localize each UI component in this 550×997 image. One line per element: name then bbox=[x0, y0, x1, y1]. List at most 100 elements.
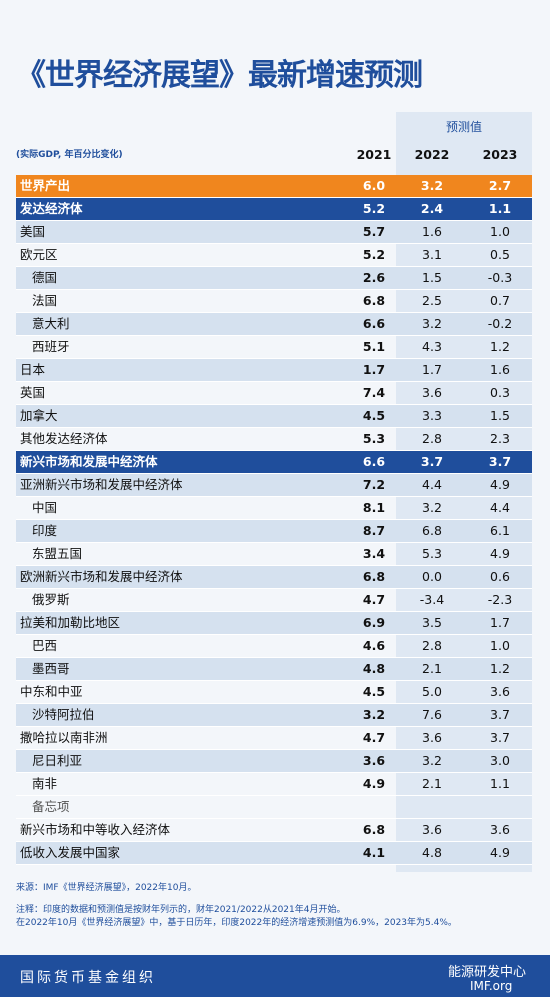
cell-value: 2.1 bbox=[422, 776, 442, 791]
cell-value: 2.1 bbox=[422, 661, 442, 676]
row-label: 巴西 bbox=[32, 638, 58, 653]
cell-value: 6.9 bbox=[362, 615, 386, 630]
cell-value: 6.8 bbox=[362, 822, 386, 837]
cell-value: 3.3 bbox=[422, 408, 442, 423]
row-label: 沙特阿拉伯 bbox=[32, 707, 95, 722]
cell-value: 3.6 bbox=[422, 385, 442, 400]
cell-value: 4.4 bbox=[490, 500, 510, 515]
table-row: 世界产出 6.0 3.2 2.7 bbox=[16, 175, 532, 198]
row-label: 欧洲新兴市场和发展中经济体 bbox=[20, 569, 183, 584]
cell-value: 1.1 bbox=[490, 776, 510, 791]
cell-value: 3.6 bbox=[422, 822, 442, 837]
cell-value: 1.7 bbox=[362, 362, 386, 377]
note: 注释：印度的数据和预测值是按财年列示的，财年2021/2022从2021年4月开… bbox=[16, 905, 346, 915]
cell-value: 5.2 bbox=[362, 201, 386, 216]
cell-value: 0.6 bbox=[490, 569, 510, 584]
cell-value: 4.7 bbox=[362, 730, 386, 745]
cell-value: 4.4 bbox=[422, 477, 442, 492]
table-row: 加拿大 4.5 3.3 1.5 bbox=[16, 405, 532, 428]
cell-value: 3.1 bbox=[422, 247, 442, 262]
table-row: 中东和中亚 4.5 5.0 3.6 bbox=[16, 681, 532, 704]
title: 《世界经济展望》最新增速预测 bbox=[16, 58, 423, 93]
cell-value: -0.2 bbox=[487, 316, 513, 331]
table-row: 欧洲新兴市场和发展中经济体 6.8 0.0 0.6 bbox=[16, 566, 532, 589]
row-label: 发达经济体 bbox=[20, 201, 83, 216]
row-label: 拉美和加勒比地区 bbox=[20, 615, 121, 630]
cell-value: 5.3 bbox=[362, 431, 386, 446]
cell-value: -3.4 bbox=[419, 592, 445, 607]
cell-value: 3.2 bbox=[420, 178, 444, 193]
cell-value: 6.6 bbox=[362, 454, 386, 469]
table-row: 备忘项 bbox=[16, 796, 532, 819]
cell-value: 1.7 bbox=[422, 362, 442, 377]
row-label: 撒哈拉以南非洲 bbox=[20, 730, 108, 745]
table-row: 美国 5.7 1.6 1.0 bbox=[16, 221, 532, 244]
cell-value: 3.6 bbox=[490, 822, 510, 837]
table-row: 德国 2.6 1.5 -0.3 bbox=[16, 267, 532, 290]
cell-value: 6.8 bbox=[362, 293, 386, 308]
cell-value: 4.7 bbox=[362, 592, 386, 607]
cell-value: 3.6 bbox=[490, 684, 510, 699]
cell-value: 0.7 bbox=[490, 293, 510, 308]
cell-value: 3.7 bbox=[488, 454, 512, 469]
cell-value: 3.5 bbox=[422, 615, 442, 630]
cell-value: 8.1 bbox=[362, 500, 386, 515]
table-row: 意大利 6.6 3.2 -0.2 bbox=[16, 313, 532, 336]
cell-value: 0.3 bbox=[490, 385, 510, 400]
cell-value: 1.1 bbox=[488, 201, 512, 216]
table-row: 撒哈拉以南非洲 4.7 3.6 3.7 bbox=[16, 727, 532, 750]
site: IMF.org bbox=[470, 979, 513, 993]
cell-value: 0.5 bbox=[490, 247, 510, 262]
note: 在2022年10月《世界经济展望》中，基于日历年，印度2022年的经济增速预测值… bbox=[16, 918, 457, 928]
watermark: 能源研发中心 bbox=[448, 965, 527, 980]
cell-value: 3.4 bbox=[362, 546, 386, 561]
row-label: 中国 bbox=[32, 500, 58, 515]
cell-value: 5.7 bbox=[362, 224, 386, 239]
row-label: 中东和中亚 bbox=[20, 684, 83, 699]
cell-value: 7.6 bbox=[422, 707, 442, 722]
cell-value: 6.1 bbox=[490, 523, 510, 538]
row-label: 西班牙 bbox=[32, 339, 70, 354]
cell-value: 8.7 bbox=[362, 523, 386, 538]
cell-value: 2.3 bbox=[490, 431, 510, 446]
col-header: 2023 bbox=[482, 147, 518, 162]
header-row: (实际GDP, 年百分比变化) 2021 2022 2023 bbox=[16, 144, 532, 166]
cell-value: 3.6 bbox=[362, 753, 386, 768]
cell-value: 7.2 bbox=[362, 477, 386, 492]
table-row: 欧元区 5.2 3.1 0.5 bbox=[16, 244, 532, 267]
table-row: 南非 4.9 2.1 1.1 bbox=[16, 773, 532, 796]
cell-value: 2.4 bbox=[420, 201, 444, 216]
row-label: 东盟五国 bbox=[32, 546, 83, 561]
cell-value: 7.4 bbox=[362, 385, 386, 400]
row-label: 加拿大 bbox=[20, 408, 58, 423]
cell-value: 4.6 bbox=[362, 638, 386, 653]
table-row: 印度 8.7 6.8 6.1 bbox=[16, 520, 532, 543]
table-row: 沙特阿拉伯 3.2 7.6 3.7 bbox=[16, 704, 532, 727]
table-row: 新兴市场和中等收入经济体 6.8 3.6 3.6 bbox=[16, 819, 532, 842]
row-label: 美国 bbox=[20, 224, 46, 239]
cell-value: 1.2 bbox=[490, 661, 510, 676]
col-header: 2022 bbox=[414, 147, 450, 162]
cell-value: 6.0 bbox=[362, 178, 386, 193]
row-label: 其他发达经济体 bbox=[20, 431, 108, 446]
cell-value: 2.5 bbox=[422, 293, 442, 308]
cell-value: 3.7 bbox=[490, 730, 510, 745]
cell-value: 2.8 bbox=[422, 431, 442, 446]
row-label: 印度 bbox=[32, 523, 58, 538]
table-row: 中国 8.1 3.2 4.4 bbox=[16, 497, 532, 520]
footer: 国际货币基金组织 能源研发中心 IMF.org bbox=[0, 955, 550, 997]
table-row: 俄罗斯 4.7 -3.4 -2.3 bbox=[16, 589, 532, 612]
cell-value: 3.2 bbox=[422, 316, 442, 331]
cell-value: 1.6 bbox=[490, 362, 510, 377]
table-row: 墨西哥 4.8 2.1 1.2 bbox=[16, 658, 532, 681]
cell-value: 4.5 bbox=[362, 684, 386, 699]
cell-value: 3.2 bbox=[362, 707, 386, 722]
table-row: 新兴市场和发展中经济体 6.6 3.7 3.7 bbox=[16, 451, 532, 474]
cell-value: 3.0 bbox=[490, 753, 510, 768]
cell-value: 3.2 bbox=[422, 500, 442, 515]
cell-value: 3.2 bbox=[422, 753, 442, 768]
cell-value: 1.7 bbox=[490, 615, 510, 630]
cell-value: 1.6 bbox=[422, 224, 442, 239]
row-label: 意大利 bbox=[32, 316, 70, 331]
